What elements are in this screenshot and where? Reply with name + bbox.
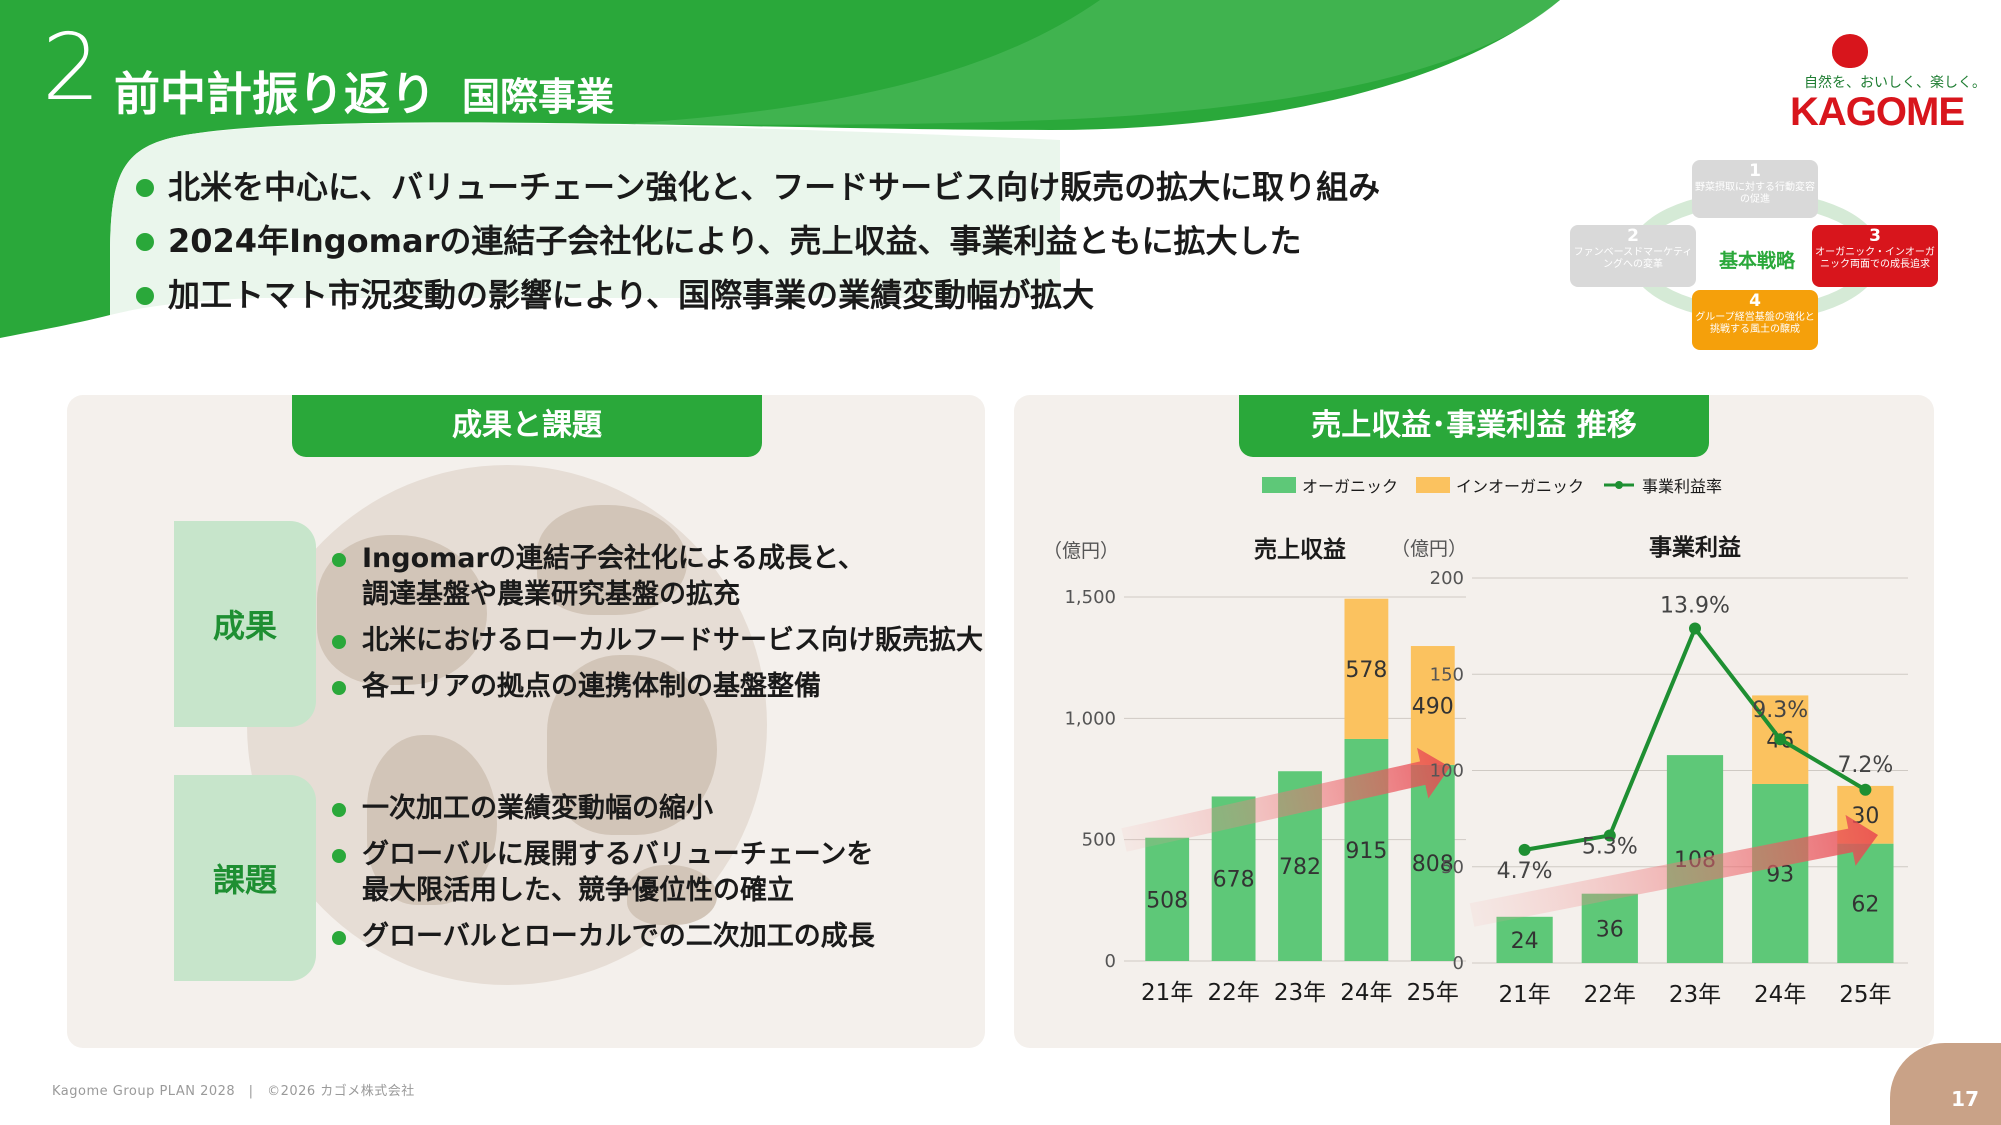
page-number-badge: 17 [1890,1043,2001,1125]
bar-value-label: 578 [1345,658,1387,683]
x-tick-label: 24年 [1754,982,1806,1008]
y-axis-unit: （億円） [1391,538,1467,560]
bar-value-label: 808 [1412,852,1454,877]
logo-wordmark: KAGOME [1790,90,1965,134]
x-tick-label: 24年 [1340,980,1392,1006]
bar-value-label: 782 [1279,855,1321,880]
page-title: 前中計振り返り [114,67,436,121]
bar-value-label: 36 [1596,917,1624,942]
bar-inorganic [1410,646,1455,765]
list-item: グローバルとローカルでの二次加工の成長 [332,919,875,955]
bar-inorganic [1344,598,1389,739]
results-list: Ingomarの連結子会社化による成長と、 調達基盤や農業研究基盤の拡充 北米に… [332,541,983,715]
chart-title: 事業利益 [1649,534,1741,561]
y-tick-label: 0 [1105,951,1116,972]
y-axis-unit: （億円） [1043,540,1119,562]
list-item: 各エリアの拠点の連携体制の基盤整備 [332,669,983,705]
list-item: Ingomarの連結子会社化による成長と、 調達基盤や農業研究基盤の拡充 [332,541,983,613]
margin-point [1689,622,1701,635]
y-tick-label: 150 [1430,664,1464,685]
x-tick-label: 25年 [1839,982,1891,1008]
issues-list: 一次加工の業績変動幅の縮小 グローバルに展開するバリューチェーンを 最大限活用し… [332,791,875,965]
margin-label: 9.3% [1752,698,1808,723]
issues-label: 課題 [174,775,316,981]
list-item: グローバルに展開するバリューチェーンを 最大限活用した、競争優位性の確立 [332,837,875,909]
x-tick-label: 22年 [1584,982,1636,1008]
margin-point [1859,783,1872,796]
trend-arrow [1121,747,1450,852]
chart-legend: オーガニック インオーガニック 事業利益率 [1262,473,1722,497]
y-tick-label: 1,500 [1064,587,1116,608]
bar-organic [1410,764,1455,961]
globe-illustration [247,465,767,985]
x-tick-label: 21年 [1141,980,1193,1006]
strategy-item-3: 3 オーガニック・インオーガニック両面での成長追求 [1812,225,1938,287]
bar-value-label: 490 [1412,694,1454,719]
y-tick-label: 1,000 [1064,708,1116,729]
margin-label: 7.2% [1837,753,1893,778]
x-tick-label: 21年 [1498,982,1550,1008]
list-item: 一次加工の業績変動幅の縮小 [332,791,875,827]
x-tick-label: 23年 [1274,980,1326,1006]
strategy-item-4: 4 グループ経営基盤の強化と挑戦する風土の醸成 [1692,290,1818,350]
chart-title: 売上収益 [1254,536,1346,563]
footer-copyright: Kagome Group PLAN 2028 | ©2026 カゴメ株式会社 [52,1084,415,1099]
bar-organic [1145,837,1190,961]
strategy-item-2: 2 ファンベースドマーケティングへの変革 [1570,225,1696,287]
margin-point [1518,843,1531,856]
logo-tagline: 自然を、おいしく、楽しく。 [1804,75,1986,91]
panel-title-results: 成果と課題 [292,395,762,457]
bar-organic [1496,916,1553,963]
bar-organic [1752,783,1809,963]
strategy-item-1: 1 野菜摂取に対する行動変容の促進 [1692,160,1818,218]
summary-bullet: 加工トマト市況変動の影響により、国際事業の業績変動幅が拡大 [136,268,1380,322]
header-background [0,0,1560,338]
page-number: 17 [1951,1087,1979,1111]
margin-label: 13.9% [1660,594,1730,619]
margin-label: 4.7% [1497,859,1553,884]
bar-value-label: 62 [1851,892,1879,917]
bar-value-label: 508 [1146,888,1188,913]
section-number: 2 [42,14,101,121]
bar-organic [1581,893,1638,963]
margin-label: 5.3% [1582,834,1638,859]
charts-canvas: 05001,0001,500売上収益（億円）50821年67822年78223年… [1043,534,1908,1008]
legend-inorganic: インオーガニック [1416,473,1584,497]
x-tick-label: 23年 [1669,982,1721,1008]
page-subtitle: 国際事業 [462,75,615,119]
y-tick-label: 500 [1082,830,1116,851]
legend-margin: 事業利益率 [1602,473,1722,497]
y-tick-label: 100 [1430,761,1464,782]
results-issues-panel: 成果と課題 成果 Ingomarの連結子会社化による成長と、 調達基盤や農業研究… [67,395,985,1048]
line-marker-icon [1604,481,1635,489]
strategy-diagram: 基本戦略 1 野菜摂取に対する行動変容の促進 2 ファンベースドマーケティングへ… [1570,160,1940,352]
margin-point [1774,733,1787,746]
bar-value-label: 24 [1511,929,1539,954]
y-tick-label: 0 [1453,953,1464,974]
bar-value-label: 678 [1213,868,1255,893]
x-tick-label: 25年 [1407,980,1459,1006]
list-item: 北米におけるローカルフードサービス向け販売拡大 [332,623,983,659]
tomato-icon [1832,34,1868,68]
panel-title-charts: 売上収益･事業利益 推移 [1239,395,1709,457]
performance-chart-panel: 売上収益･事業利益 推移 オーガニック インオーガニック 事業利益率 0 500 1… [1014,395,1934,1048]
bar-value-label: 915 [1345,839,1387,864]
summary-bullet: 北米を中心に、バリューチェーン強化と、フードサービス向け販売の拡大に取り組み [136,160,1380,214]
bar-organic [1837,843,1894,963]
y-tick-label: 200 [1430,568,1464,589]
kagome-logo: 自然を、おいしく、楽しく。 KAGOME [1762,34,1986,134]
summary-bullets: 北米を中心に、バリューチェーン強化と、フードサービス向け販売の拡大に取り組み 2… [136,160,1380,322]
summary-bullet: 2024年Ingomarの連結子会社化により、売上収益、事業利益ともに拡大した [136,214,1380,268]
legend-organic: オーガニック [1262,473,1398,497]
trend-arrow [1469,814,1879,927]
y-tick-label: 50 [1441,857,1464,878]
strategy-center-label: 基本戦略 [1718,250,1795,272]
results-label: 成果 [174,521,316,727]
margin-point [1603,829,1616,842]
x-tick-label: 22年 [1207,980,1259,1006]
